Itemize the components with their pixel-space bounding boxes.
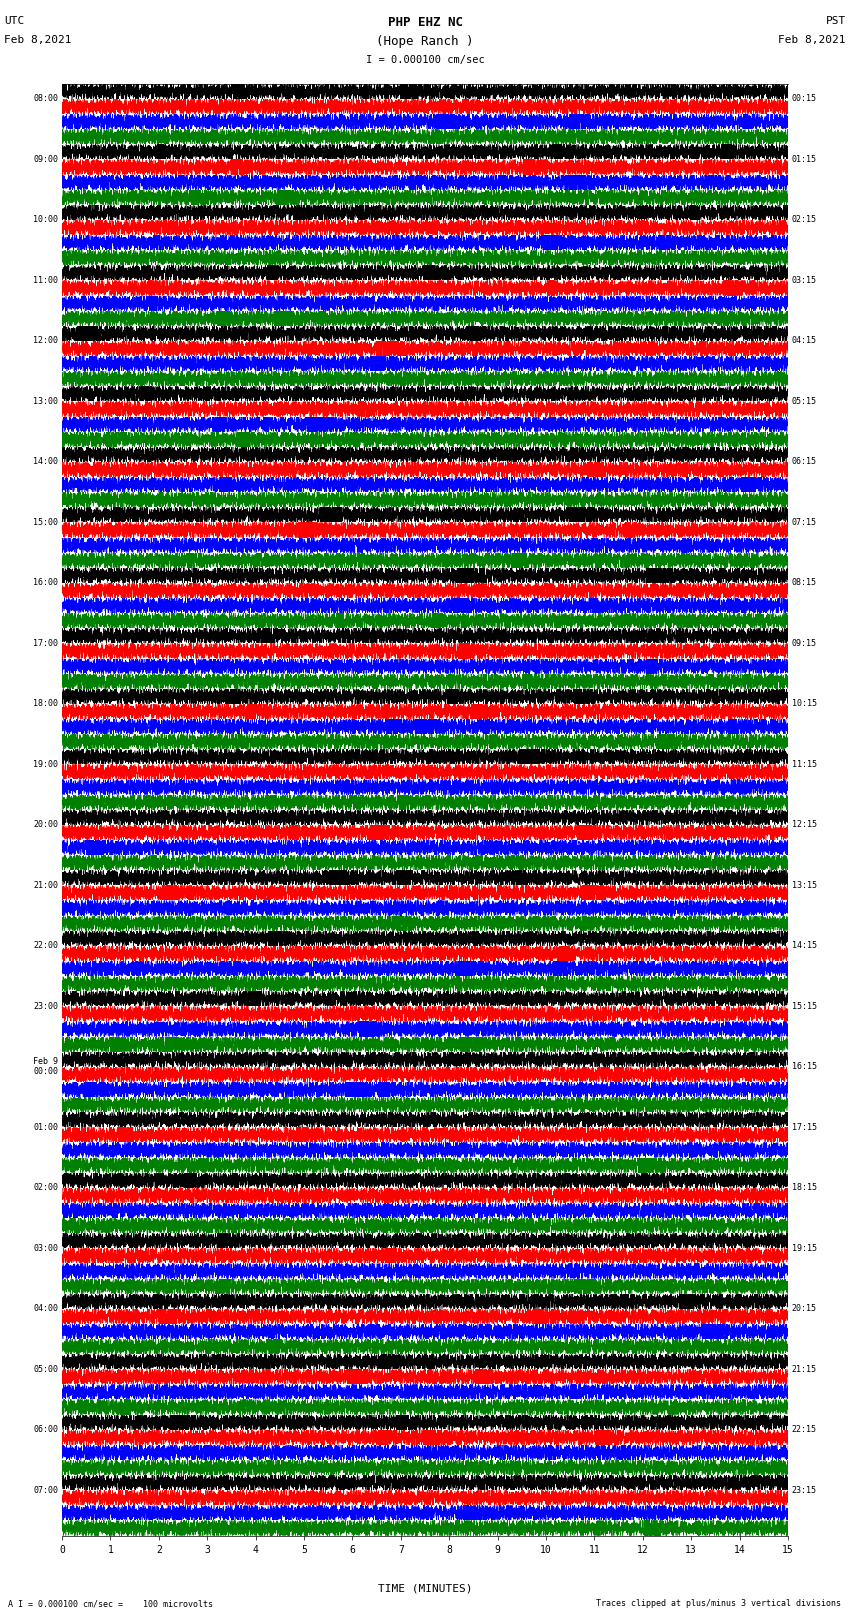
- Text: 12:15: 12:15: [791, 821, 817, 829]
- Text: Feb 8,2021: Feb 8,2021: [4, 35, 71, 45]
- Text: 20:15: 20:15: [791, 1305, 817, 1313]
- Text: 04:15: 04:15: [791, 337, 817, 345]
- Text: 08:00: 08:00: [33, 95, 59, 103]
- Text: 18:00: 18:00: [33, 700, 59, 708]
- Text: 14:00: 14:00: [33, 458, 59, 466]
- Text: 07:15: 07:15: [791, 518, 817, 527]
- Text: 14:15: 14:15: [791, 942, 817, 950]
- Text: 19:00: 19:00: [33, 760, 59, 769]
- Text: 09:00: 09:00: [33, 155, 59, 165]
- Text: 02:15: 02:15: [791, 216, 817, 224]
- Text: 20:00: 20:00: [33, 821, 59, 829]
- Text: TIME (MINUTES): TIME (MINUTES): [377, 1584, 473, 1594]
- Text: 22:15: 22:15: [791, 1426, 817, 1434]
- Text: 23:00: 23:00: [33, 1002, 59, 1011]
- Text: A I = 0.000100 cm/sec =    100 microvolts: A I = 0.000100 cm/sec = 100 microvolts: [8, 1598, 213, 1608]
- Text: 08:15: 08:15: [791, 579, 817, 587]
- Text: 15:15: 15:15: [791, 1002, 817, 1011]
- Text: 16:00: 16:00: [33, 579, 59, 587]
- Text: 18:15: 18:15: [791, 1184, 817, 1192]
- Text: 06:00: 06:00: [33, 1426, 59, 1434]
- Text: 13:00: 13:00: [33, 397, 59, 406]
- Text: PHP EHZ NC: PHP EHZ NC: [388, 16, 462, 29]
- Text: 17:15: 17:15: [791, 1123, 817, 1132]
- Text: 11:00: 11:00: [33, 276, 59, 286]
- Text: (Hope Ranch ): (Hope Ranch ): [377, 35, 473, 48]
- Text: 12:00: 12:00: [33, 337, 59, 345]
- Text: Feb 9
00:00: Feb 9 00:00: [33, 1057, 59, 1076]
- Text: 02:00: 02:00: [33, 1184, 59, 1192]
- Text: 15:00: 15:00: [33, 518, 59, 527]
- Text: 03:15: 03:15: [791, 276, 817, 286]
- Text: 03:00: 03:00: [33, 1244, 59, 1253]
- Text: 01:15: 01:15: [791, 155, 817, 165]
- Text: 11:15: 11:15: [791, 760, 817, 769]
- Text: 22:00: 22:00: [33, 942, 59, 950]
- Text: 17:00: 17:00: [33, 639, 59, 648]
- Text: 05:15: 05:15: [791, 397, 817, 406]
- Text: 19:15: 19:15: [791, 1244, 817, 1253]
- Text: 05:00: 05:00: [33, 1365, 59, 1374]
- Text: 06:15: 06:15: [791, 458, 817, 466]
- Text: 04:00: 04:00: [33, 1305, 59, 1313]
- Text: 10:15: 10:15: [791, 700, 817, 708]
- Text: 00:15: 00:15: [791, 95, 817, 103]
- Text: 09:15: 09:15: [791, 639, 817, 648]
- Text: 01:00: 01:00: [33, 1123, 59, 1132]
- Text: 23:15: 23:15: [791, 1486, 817, 1495]
- Text: 21:15: 21:15: [791, 1365, 817, 1374]
- Text: 21:00: 21:00: [33, 881, 59, 890]
- Text: I = 0.000100 cm/sec: I = 0.000100 cm/sec: [366, 55, 484, 65]
- Text: 16:15: 16:15: [791, 1063, 817, 1071]
- Text: PST: PST: [825, 16, 846, 26]
- Text: Traces clipped at plus/minus 3 vertical divisions: Traces clipped at plus/minus 3 vertical …: [597, 1598, 842, 1608]
- Text: 13:15: 13:15: [791, 881, 817, 890]
- Text: UTC: UTC: [4, 16, 25, 26]
- Text: 10:00: 10:00: [33, 216, 59, 224]
- Text: 07:00: 07:00: [33, 1486, 59, 1495]
- Text: Feb 8,2021: Feb 8,2021: [779, 35, 846, 45]
